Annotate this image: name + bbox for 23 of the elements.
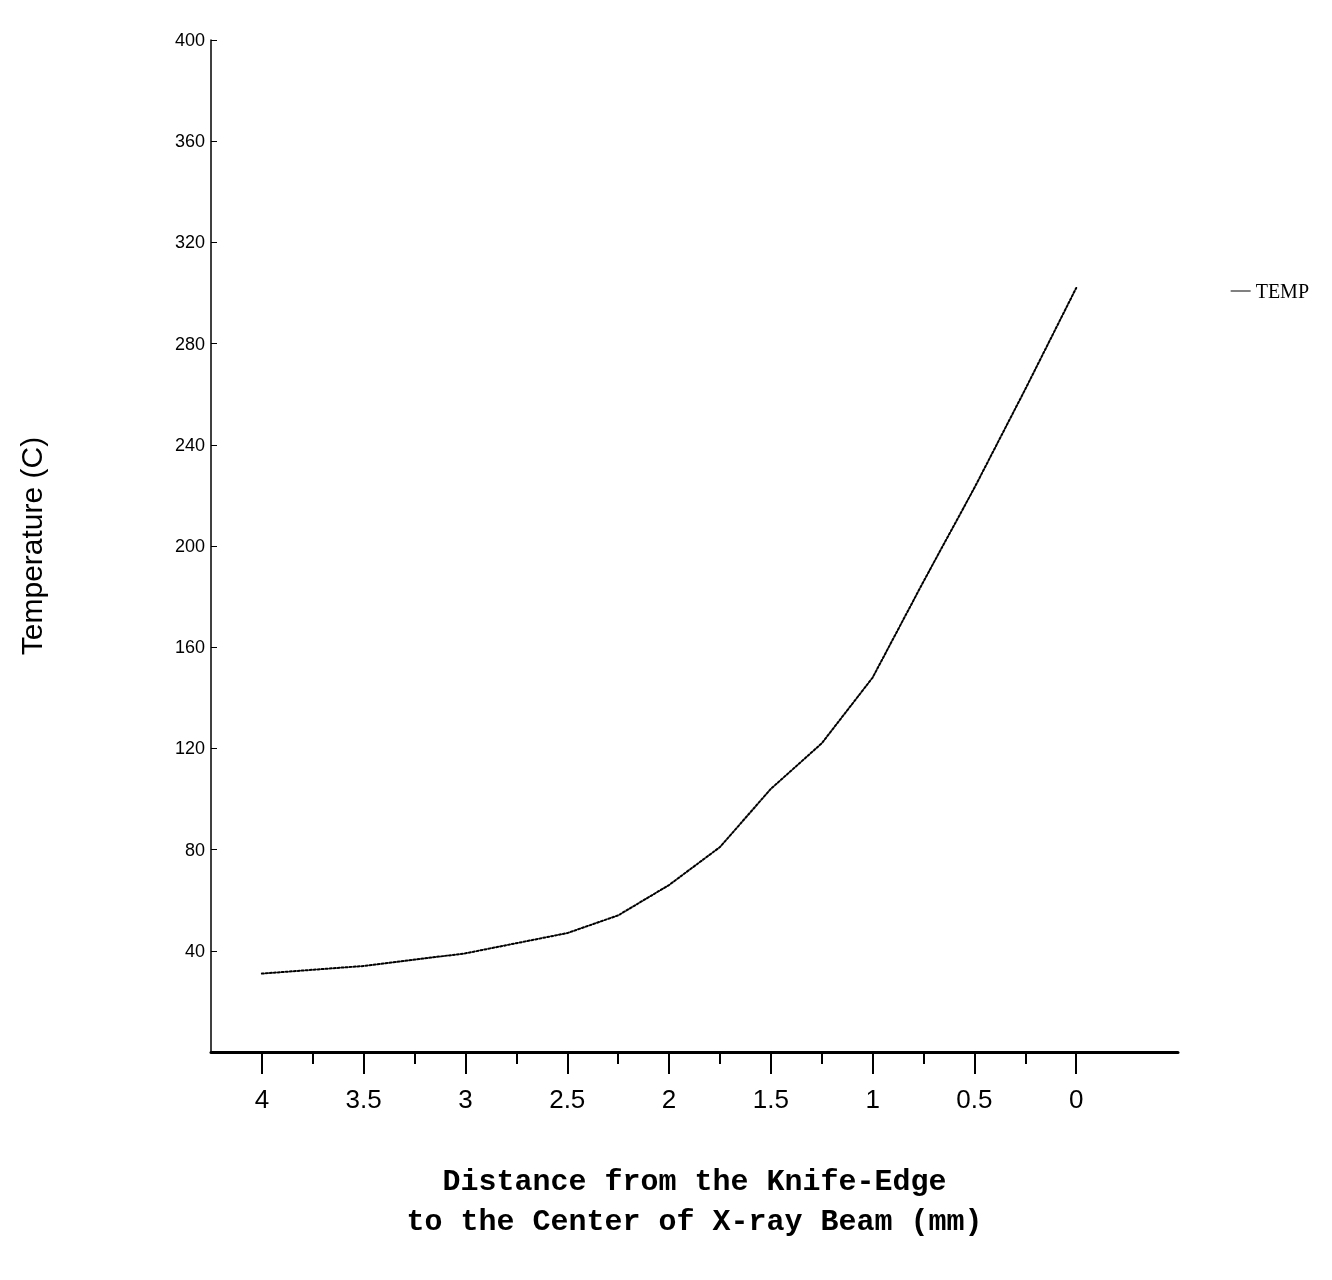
y-tick-label: 120: [174, 738, 205, 759]
y-tick-label: 320: [174, 232, 205, 253]
x-tick-label: 2: [661, 1084, 677, 1114]
x-tick-label: 0: [1068, 1084, 1084, 1114]
y-tick-label: 160: [174, 637, 205, 658]
legend-label: TEMP: [1255, 280, 1309, 302]
x-tick-label: 2.5: [549, 1084, 586, 1114]
x-tick-label: 4: [254, 1084, 270, 1114]
y-axis-title: Temperature (C): [14, 436, 48, 656]
y-tick-label: 400: [174, 30, 205, 50]
x-tick-label: 1.5: [752, 1084, 789, 1114]
y-tick-label: 360: [174, 131, 205, 152]
y-tick-label: 200: [174, 536, 205, 556]
y-tick-label: 280: [174, 333, 205, 354]
x-tick-label: 0.5: [956, 1084, 993, 1114]
y-tick-label: 240: [174, 434, 205, 455]
x-axis-title: Distance from the Knife-Edge to the Center of X-ray Beam (mm): [406, 1165, 983, 1239]
x-tick-label: 1: [865, 1084, 880, 1114]
y-tick-label: 80: [184, 839, 205, 860]
x-tick-label: 3: [458, 1084, 473, 1114]
line-series: [260, 286, 1078, 975]
y-tick-label: 40: [184, 940, 205, 961]
x-tick-label: 3.5: [345, 1084, 382, 1114]
